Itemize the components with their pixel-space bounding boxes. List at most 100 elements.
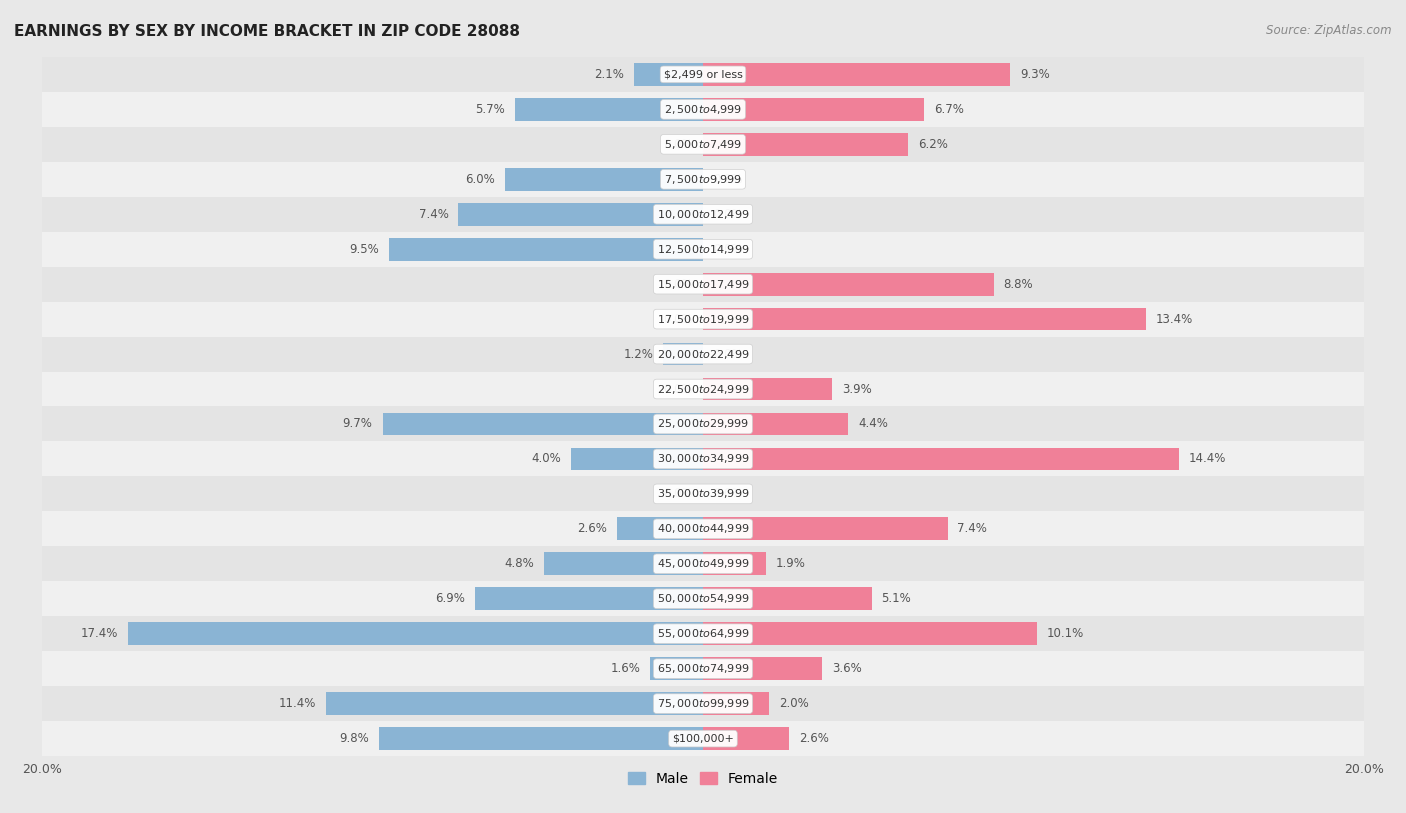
Text: 4.4%: 4.4% — [858, 418, 889, 430]
Text: 6.7%: 6.7% — [934, 103, 965, 115]
Bar — [42, 581, 1364, 616]
Bar — [458, 203, 703, 225]
Text: 6.9%: 6.9% — [436, 593, 465, 605]
Bar — [703, 98, 924, 120]
Bar — [42, 441, 1364, 476]
Bar — [42, 406, 1364, 441]
Bar — [634, 63, 703, 85]
Bar — [703, 658, 823, 680]
Bar — [703, 693, 769, 715]
Bar — [703, 518, 948, 540]
Text: 9.7%: 9.7% — [343, 418, 373, 430]
Bar — [326, 693, 703, 715]
Bar — [380, 728, 703, 750]
Text: $40,000 to $44,999: $40,000 to $44,999 — [657, 523, 749, 535]
Bar — [42, 92, 1364, 127]
Text: 11.4%: 11.4% — [278, 698, 316, 710]
Text: Source: ZipAtlas.com: Source: ZipAtlas.com — [1267, 24, 1392, 37]
Text: 0.0%: 0.0% — [664, 138, 693, 150]
Text: 7.4%: 7.4% — [419, 208, 449, 220]
Text: 5.1%: 5.1% — [882, 593, 911, 605]
Bar — [703, 448, 1178, 470]
Bar — [475, 588, 703, 610]
Text: 2.6%: 2.6% — [799, 733, 828, 745]
Text: 0.0%: 0.0% — [713, 488, 742, 500]
Text: 2.6%: 2.6% — [578, 523, 607, 535]
Text: 10.1%: 10.1% — [1046, 628, 1084, 640]
Bar — [42, 476, 1364, 511]
Bar — [703, 413, 848, 435]
Text: 0.0%: 0.0% — [664, 313, 693, 325]
Bar — [42, 511, 1364, 546]
Bar — [650, 658, 703, 680]
Text: $20,000 to $22,499: $20,000 to $22,499 — [657, 348, 749, 360]
Text: 0.0%: 0.0% — [713, 348, 742, 360]
Bar — [42, 162, 1364, 197]
Bar — [664, 343, 703, 365]
Bar — [42, 302, 1364, 337]
Text: EARNINGS BY SEX BY INCOME BRACKET IN ZIP CODE 28088: EARNINGS BY SEX BY INCOME BRACKET IN ZIP… — [14, 24, 520, 39]
Text: $2,499 or less: $2,499 or less — [664, 69, 742, 80]
Bar — [703, 133, 908, 155]
Bar — [515, 98, 703, 120]
Text: 6.0%: 6.0% — [465, 173, 495, 185]
Bar — [382, 413, 703, 435]
Bar — [703, 308, 1146, 330]
Text: 2.1%: 2.1% — [593, 68, 624, 80]
Bar — [389, 238, 703, 260]
Text: $12,500 to $14,999: $12,500 to $14,999 — [657, 243, 749, 255]
Text: $45,000 to $49,999: $45,000 to $49,999 — [657, 558, 749, 570]
Text: 9.3%: 9.3% — [1021, 68, 1050, 80]
Text: 3.9%: 3.9% — [842, 383, 872, 395]
Bar — [128, 623, 703, 645]
Text: 0.0%: 0.0% — [713, 173, 742, 185]
Bar — [42, 686, 1364, 721]
Text: $15,000 to $17,499: $15,000 to $17,499 — [657, 278, 749, 290]
Bar — [42, 372, 1364, 406]
Text: 1.2%: 1.2% — [624, 348, 654, 360]
Bar — [703, 588, 872, 610]
Text: $50,000 to $54,999: $50,000 to $54,999 — [657, 593, 749, 605]
Bar — [42, 337, 1364, 372]
Bar — [42, 197, 1364, 232]
Text: $2,500 to $4,999: $2,500 to $4,999 — [664, 103, 742, 115]
Bar — [42, 267, 1364, 302]
Legend: Male, Female: Male, Female — [623, 766, 783, 791]
Text: $75,000 to $99,999: $75,000 to $99,999 — [657, 698, 749, 710]
Text: $10,000 to $12,499: $10,000 to $12,499 — [657, 208, 749, 220]
Text: $5,000 to $7,499: $5,000 to $7,499 — [664, 138, 742, 150]
Bar — [571, 448, 703, 470]
Text: 9.8%: 9.8% — [339, 733, 370, 745]
Text: $100,000+: $100,000+ — [672, 733, 734, 744]
Text: $65,000 to $74,999: $65,000 to $74,999 — [657, 663, 749, 675]
Bar — [42, 651, 1364, 686]
Bar — [42, 127, 1364, 162]
Bar — [703, 63, 1011, 85]
Bar — [42, 57, 1364, 92]
Text: 4.8%: 4.8% — [505, 558, 534, 570]
Text: 7.4%: 7.4% — [957, 523, 987, 535]
Bar — [703, 273, 994, 295]
Bar — [617, 518, 703, 540]
Text: $30,000 to $34,999: $30,000 to $34,999 — [657, 453, 749, 465]
Bar — [544, 553, 703, 575]
Bar — [703, 553, 766, 575]
Text: $25,000 to $29,999: $25,000 to $29,999 — [657, 418, 749, 430]
Text: 1.9%: 1.9% — [776, 558, 806, 570]
Text: 0.0%: 0.0% — [664, 278, 693, 290]
Text: 0.0%: 0.0% — [664, 488, 693, 500]
Text: 17.4%: 17.4% — [80, 628, 118, 640]
Bar — [42, 616, 1364, 651]
Bar — [703, 378, 832, 400]
Bar — [42, 232, 1364, 267]
Text: 9.5%: 9.5% — [350, 243, 380, 255]
Text: 6.2%: 6.2% — [918, 138, 948, 150]
Text: $22,500 to $24,999: $22,500 to $24,999 — [657, 383, 749, 395]
Bar — [505, 168, 703, 190]
Text: 0.0%: 0.0% — [664, 383, 693, 395]
Text: 4.0%: 4.0% — [531, 453, 561, 465]
Text: $7,500 to $9,999: $7,500 to $9,999 — [664, 173, 742, 185]
Bar — [703, 623, 1036, 645]
Text: 0.0%: 0.0% — [713, 208, 742, 220]
Text: $17,500 to $19,999: $17,500 to $19,999 — [657, 313, 749, 325]
